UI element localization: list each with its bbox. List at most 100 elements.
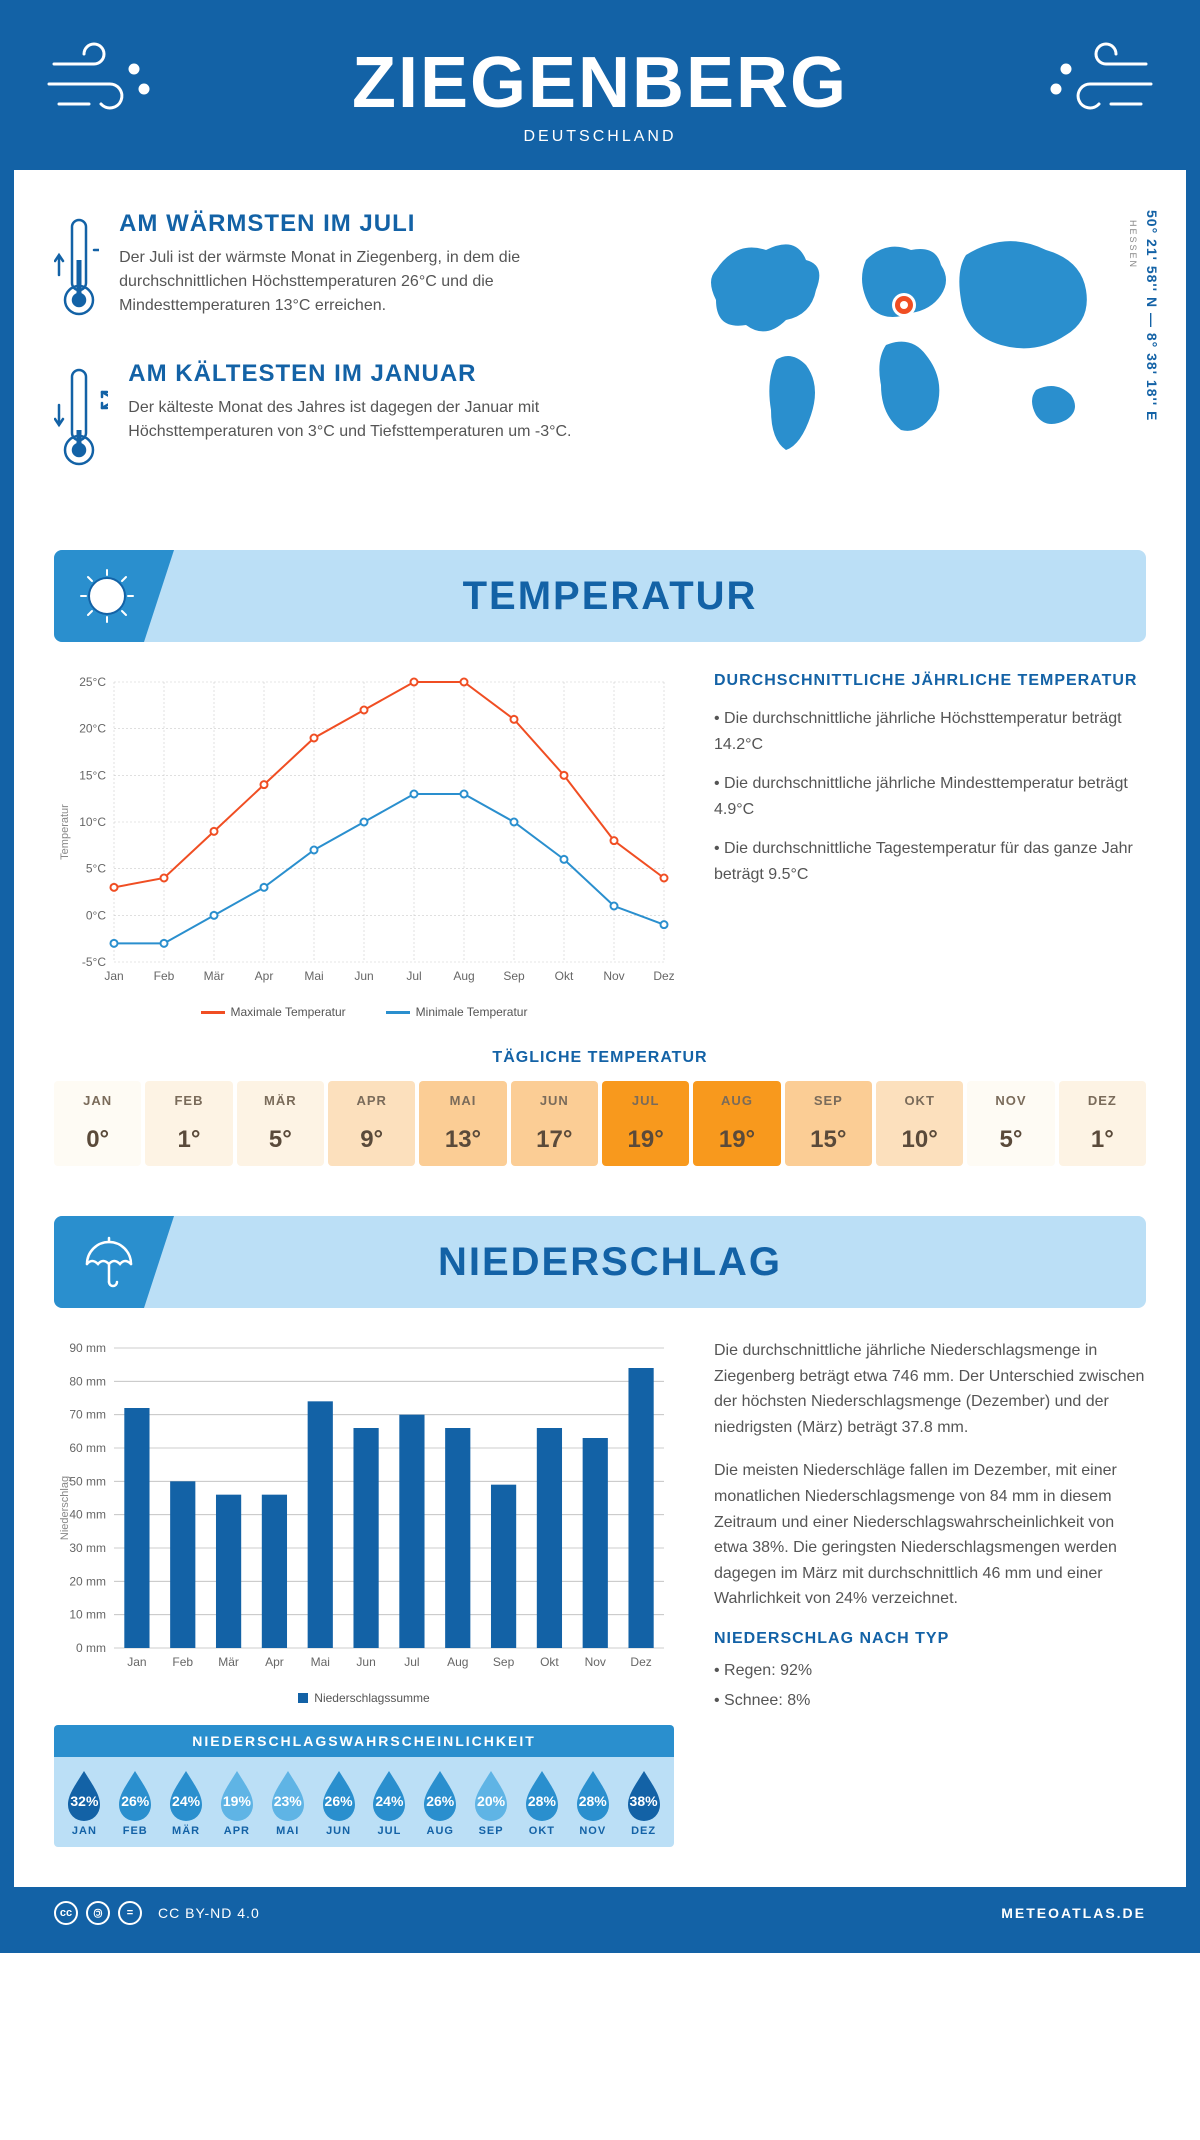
svg-text:Apr: Apr — [255, 969, 274, 983]
month-cell: JAN0° — [54, 1081, 141, 1166]
region-label: HESSEN — [1128, 220, 1138, 269]
prob-cell: 24%JUL — [365, 1767, 414, 1837]
temp-desc-b2: • Die durchschnittliche jährliche Mindes… — [714, 771, 1146, 822]
svg-text:70 mm: 70 mm — [69, 1408, 106, 1422]
month-cell: OKT10° — [876, 1081, 963, 1166]
prob-cell: 28%NOV — [568, 1767, 617, 1837]
month-cell: MÄR5° — [237, 1081, 324, 1166]
svg-text:5°C: 5°C — [86, 862, 106, 876]
warm-title: AM WÄRMSTEN IM JULI — [119, 210, 646, 238]
daily-title: TÄGLICHE TEMPERATUR — [54, 1049, 1146, 1067]
svg-text:80 mm: 80 mm — [69, 1374, 106, 1388]
svg-text:90 mm: 90 mm — [69, 1341, 106, 1355]
svg-text:Mai: Mai — [311, 1655, 330, 1669]
nd-icon: = — [118, 1901, 142, 1925]
svg-text:Jan: Jan — [127, 1655, 146, 1669]
svg-text:Jul: Jul — [404, 1655, 419, 1669]
prob-cell: 26%JUN — [314, 1767, 363, 1837]
svg-text:60 mm: 60 mm — [69, 1441, 106, 1455]
precip-t2: • Schnee: 8% — [714, 1688, 1146, 1714]
svg-text:30 mm: 30 mm — [69, 1541, 106, 1555]
precip-legend: Niederschlagssumme — [314, 1691, 429, 1705]
temp-banner: TEMPERATUR — [54, 550, 1146, 642]
umbrella-icon — [77, 1232, 137, 1292]
prob-cell: 23%MAI — [263, 1767, 312, 1837]
svg-text:Okt: Okt — [540, 1655, 559, 1669]
world-map: HESSEN 50° 21' 58'' N — 8° 38' 18'' E — [686, 210, 1146, 510]
svg-text:Jun: Jun — [354, 969, 373, 983]
month-cell: APR9° — [328, 1081, 415, 1166]
country-label: DEUTSCHLAND — [34, 128, 1166, 146]
svg-text:Niederschlag: Niederschlag — [59, 1476, 71, 1540]
precip-banner: NIEDERSCHLAG — [54, 1216, 1146, 1308]
precip-t1: • Regen: 92% — [714, 1658, 1146, 1684]
prob-cell: 26%AUG — [416, 1767, 465, 1837]
svg-text:Okt: Okt — [555, 969, 574, 983]
prob-cell: 38%DEZ — [619, 1767, 668, 1837]
legend-min: Minimale Temperatur — [416, 1005, 528, 1019]
month-cell: JUN17° — [511, 1081, 598, 1166]
prob-grid: 32%JAN26%FEB24%MÄR19%APR23%MAI26%JUN24%J… — [54, 1757, 674, 1847]
warm-block: AM WÄRMSTEN IM JULI Der Juli ist der wär… — [54, 210, 646, 330]
svg-text:Temperatur: Temperatur — [59, 804, 71, 860]
prob-cell: 20%SEP — [467, 1767, 516, 1837]
svg-text:10 mm: 10 mm — [69, 1608, 106, 1622]
precip-section-title: NIEDERSCHLAG — [174, 1240, 1146, 1285]
svg-text:Sep: Sep — [503, 969, 525, 983]
svg-text:Dez: Dez — [653, 969, 674, 983]
precip-type-title: NIEDERSCHLAG NACH TYP — [714, 1630, 1146, 1648]
svg-text:50 mm: 50 mm — [69, 1474, 106, 1488]
page-title: ZIEGENBERG — [34, 42, 1166, 124]
temp-desc-title: DURCHSCHNITTLICHE JÄHRLICHE TEMPERATUR — [714, 672, 1146, 690]
month-cell: SEP15° — [785, 1081, 872, 1166]
svg-text:-5°C: -5°C — [82, 955, 106, 969]
prob-cell: 19%APR — [212, 1767, 261, 1837]
month-cell: MAI13° — [419, 1081, 506, 1166]
svg-text:Nov: Nov — [603, 969, 624, 983]
cc-icon: cc — [54, 1901, 78, 1925]
wind-icon — [44, 34, 164, 129]
temp-desc-b1: • Die durchschnittliche jährliche Höchst… — [714, 706, 1146, 757]
precip-chart: 0 mm 10 mm 20 mm 30 mm 40 mm 50 mm 60 mm 70 mm 8… — [54, 1338, 674, 1705]
svg-text:Mär: Mär — [218, 1655, 239, 1669]
prob-title: NIEDERSCHLAGSWAHRSCHEINLICHKEIT — [54, 1725, 674, 1757]
svg-text:Aug: Aug — [453, 969, 474, 983]
month-cell: NOV5° — [967, 1081, 1054, 1166]
by-icon: 🄯 — [86, 1901, 110, 1925]
month-cell: AUG19° — [693, 1081, 780, 1166]
precip-p2: Die meisten Niederschläge fallen im Deze… — [714, 1458, 1146, 1612]
cold-text: Der kälteste Monat des Jahres ist dagege… — [128, 396, 646, 444]
svg-text:Mär: Mär — [204, 969, 225, 983]
svg-text:0 mm: 0 mm — [76, 1641, 106, 1655]
svg-text:Aug: Aug — [447, 1655, 468, 1669]
sun-icon — [77, 566, 137, 626]
svg-text:25°C: 25°C — [79, 675, 106, 689]
svg-text:Jul: Jul — [406, 969, 421, 983]
temperature-chart: -5°C0°C5°C10°C15°C20°C25°CJanFebMärAprMa… — [54, 672, 674, 1019]
prob-cell: 32%JAN — [60, 1767, 109, 1837]
svg-text:0°C: 0°C — [86, 908, 106, 922]
svg-text:Jun: Jun — [356, 1655, 375, 1669]
warm-text: Der Juli ist der wärmste Monat in Ziegen… — [119, 246, 646, 318]
daily-temp-grid: JAN0°FEB1°MÄR5°APR9°MAI13°JUN17°JUL19°AU… — [54, 1081, 1146, 1166]
cold-block: AM KÄLTESTEN IM JANUAR Der kälteste Mona… — [54, 360, 646, 480]
prob-cell: 24%MÄR — [162, 1767, 211, 1837]
thermometer-sun-icon — [54, 210, 99, 330]
thermometer-snow-icon — [54, 360, 108, 480]
svg-text:20°C: 20°C — [79, 722, 106, 736]
svg-text:Apr: Apr — [265, 1655, 284, 1669]
temp-section-title: TEMPERATUR — [174, 574, 1146, 619]
svg-text:20 mm: 20 mm — [69, 1574, 106, 1588]
svg-text:Nov: Nov — [585, 1655, 606, 1669]
svg-text:15°C: 15°C — [79, 768, 106, 782]
precip-p1: Die durchschnittliche jährliche Niedersc… — [714, 1338, 1146, 1440]
wind-icon — [1036, 34, 1156, 129]
header: ZIEGENBERG DEUTSCHLAND — [14, 14, 1186, 170]
month-cell: DEZ1° — [1059, 1081, 1146, 1166]
svg-text:40 mm: 40 mm — [69, 1508, 106, 1522]
svg-text:Mai: Mai — [304, 969, 323, 983]
site-name: METEOATLAS.DE — [1001, 1905, 1146, 1921]
cold-title: AM KÄLTESTEN IM JANUAR — [128, 360, 646, 388]
svg-text:Sep: Sep — [493, 1655, 515, 1669]
temp-desc-b3: • Die durchschnittliche Tagestemperatur … — [714, 836, 1146, 887]
